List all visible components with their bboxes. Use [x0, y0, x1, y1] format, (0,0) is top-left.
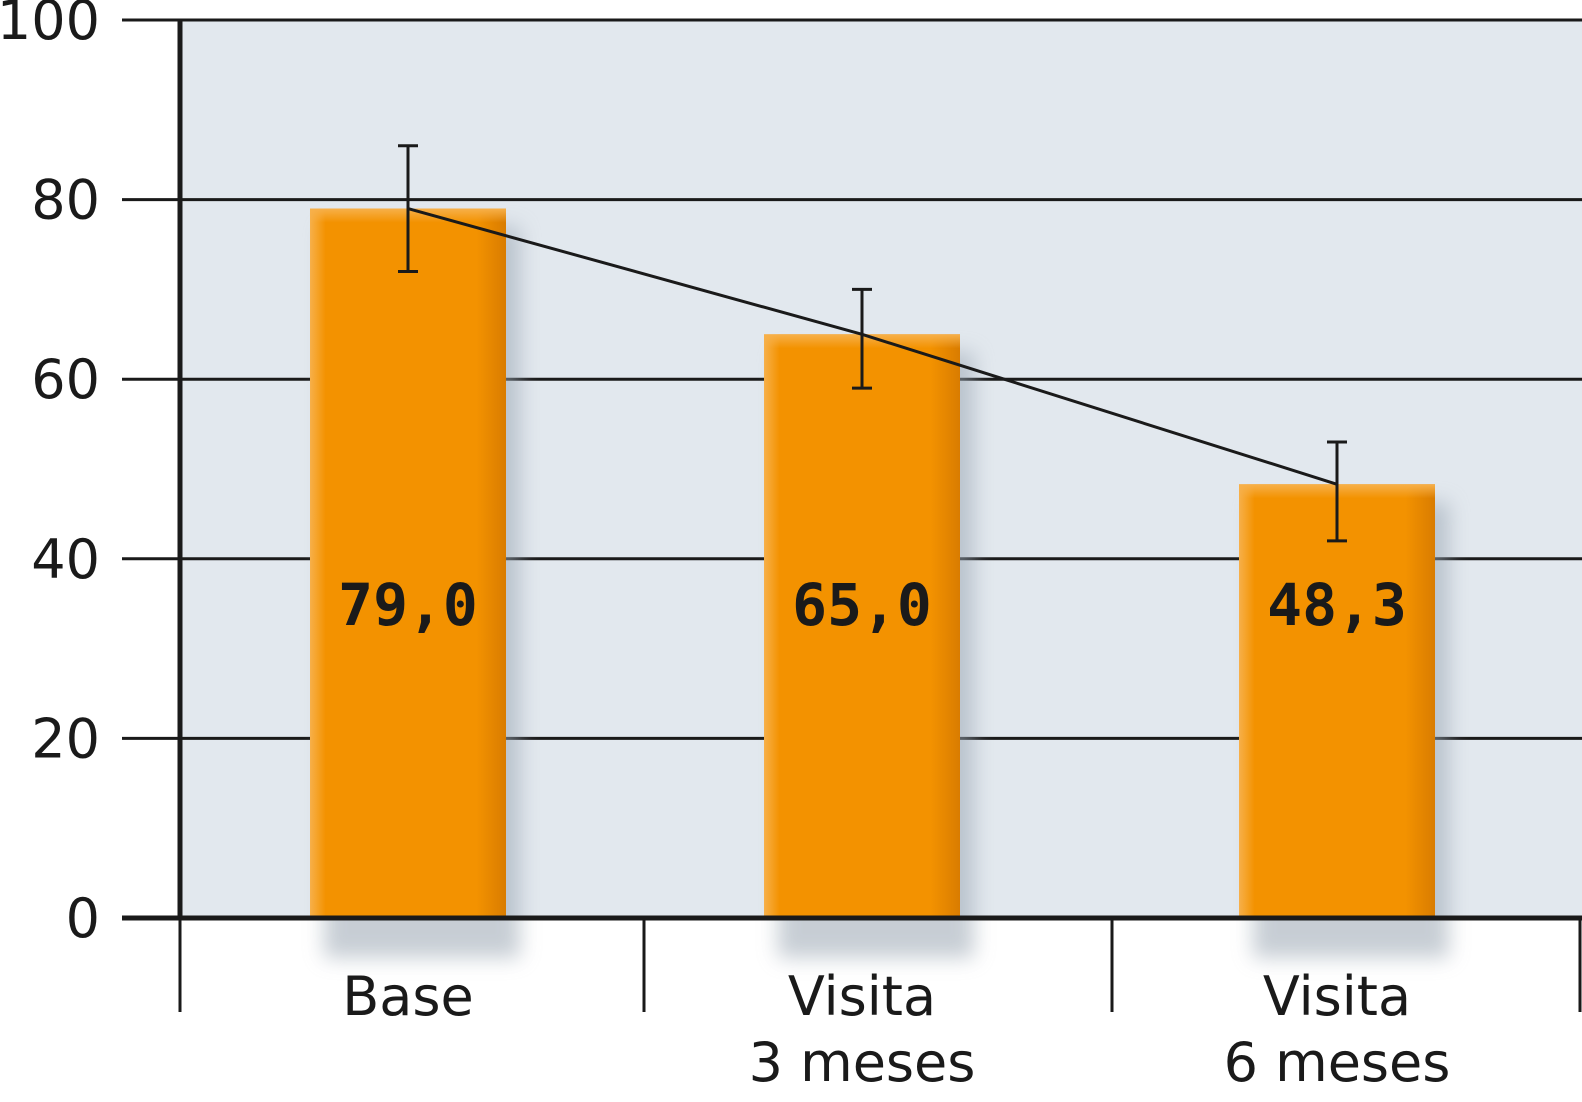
y-tick-label-60: 60 [31, 348, 100, 411]
bars [310, 208, 1435, 918]
y-tick-label-100: 100 [0, 0, 100, 52]
error-bar-1 [398, 144, 418, 273]
y-tick-label-40: 40 [31, 528, 100, 591]
category-label-1: Base [342, 965, 474, 1028]
bar-1 [310, 208, 506, 918]
category-label-line: Base [342, 965, 474, 1028]
category-label-3: Visita 6 meses [1224, 965, 1451, 1094]
bar-3 [1239, 484, 1435, 918]
error-bars [398, 144, 1347, 543]
bar-2 [764, 334, 960, 918]
error-bar-2 [852, 287, 872, 390]
category-label-line: 3 meses [749, 1031, 976, 1094]
category-label-line: 6 meses [1224, 1031, 1451, 1094]
y-tick-labels: 0 20 40 60 80 100 [0, 0, 100, 950]
category-label-line: Visita [788, 965, 936, 1028]
category-label-line: Visita [1263, 965, 1411, 1028]
y-tick-label-0: 0 [66, 887, 100, 950]
value-labels: 79,0 65,0 48,3 [338, 571, 1407, 639]
y-tick-label-80: 80 [31, 169, 100, 232]
y-tick-label-20: 20 [31, 707, 100, 770]
axes [122, 20, 1582, 1012]
error-bar-3 [1327, 440, 1347, 543]
value-label-3: 48,3 [1267, 571, 1407, 639]
value-label-2: 65,0 [792, 571, 932, 639]
category-label-2: Visita 3 meses [749, 965, 976, 1094]
value-label-1: 79,0 [338, 571, 478, 639]
